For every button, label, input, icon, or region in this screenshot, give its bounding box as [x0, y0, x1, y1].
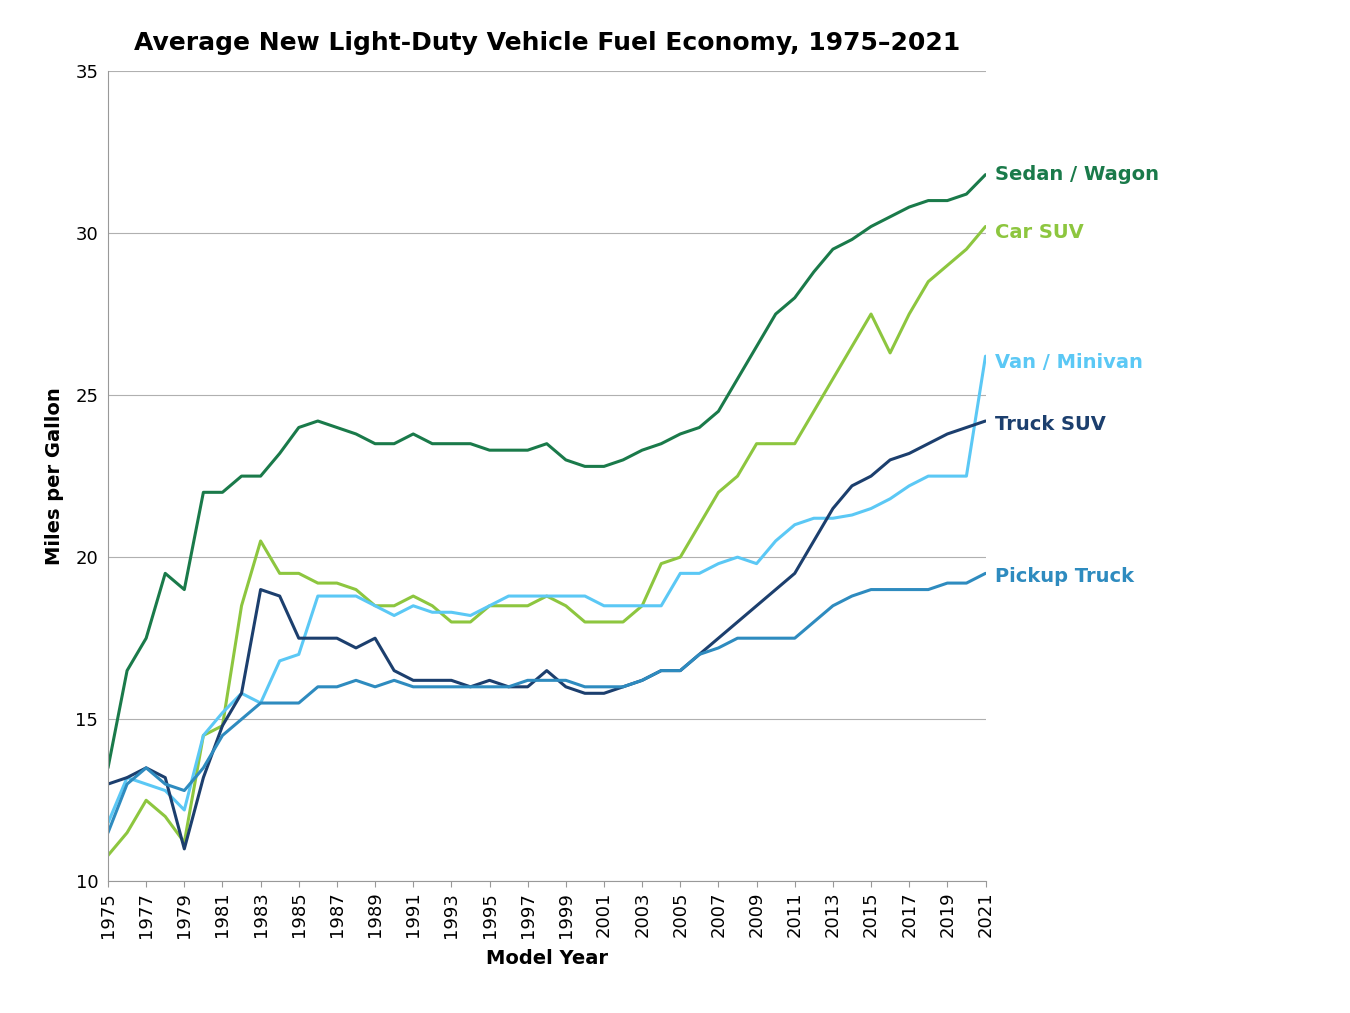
- X-axis label: Model Year: Model Year: [486, 949, 608, 967]
- Text: Truck SUV: Truck SUV: [995, 414, 1106, 434]
- Y-axis label: Miles per Gallon: Miles per Gallon: [45, 387, 65, 565]
- Title: Average New Light-Duty Vehicle Fuel Economy, 1975–2021: Average New Light-Duty Vehicle Fuel Econ…: [134, 31, 960, 55]
- Text: Sedan / Wagon: Sedan / Wagon: [995, 165, 1160, 184]
- Text: Car SUV: Car SUV: [995, 224, 1084, 242]
- Text: Pickup Truck: Pickup Truck: [995, 567, 1134, 587]
- Text: Van / Minivan: Van / Minivan: [995, 354, 1143, 372]
